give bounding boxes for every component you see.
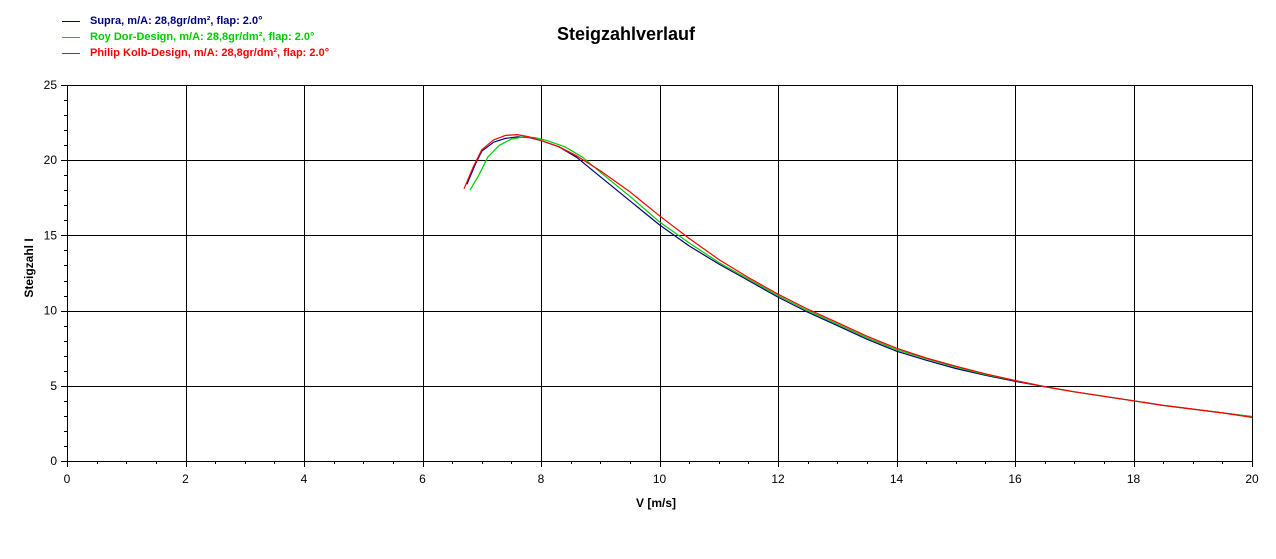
x-tick-label: 6 <box>419 472 426 486</box>
x-tick-label: 20 <box>1245 472 1259 486</box>
y-tick-label: 10 <box>44 304 58 318</box>
legend-label: Supra, m/A: 28,8gr/dm², flap: 2.0° <box>90 15 263 27</box>
y-axis-label: Steigzahl I <box>22 238 36 298</box>
x-tick-label: 12 <box>771 472 785 486</box>
y-tick-label: 0 <box>50 454 57 468</box>
x-tick-label: 8 <box>538 472 545 486</box>
y-tick-label: 25 <box>44 78 58 92</box>
y-tick-label: 15 <box>44 228 58 242</box>
y-tick-label: 20 <box>44 153 58 167</box>
legend-label: Philip Kolb-Design, m/A: 28,8gr/dm², fla… <box>90 47 330 59</box>
x-tick-label: 18 <box>1127 472 1141 486</box>
x-axis-label: V [m/s] <box>636 496 677 510</box>
legend-swatch <box>62 36 80 38</box>
chart-title: Steigzahlverlauf <box>557 24 696 44</box>
legend-swatch <box>62 20 80 22</box>
legend-item: Roy Dor-Design, m/A: 28,8gr/dm², flap: 2… <box>62 29 329 45</box>
legend-swatch <box>62 52 80 54</box>
x-tick-label: 10 <box>653 472 667 486</box>
series-line-2 <box>463 134 1253 418</box>
x-tick-label: 0 <box>64 472 71 486</box>
x-tick-label: 4 <box>301 472 308 486</box>
x-tick-label: 14 <box>890 472 904 486</box>
legend-label: Roy Dor-Design, m/A: 28,8gr/dm², flap: 2… <box>90 31 315 43</box>
x-tick-label: 16 <box>1008 472 1022 486</box>
legend-item: Supra, m/A: 28,8gr/dm², flap: 2.0° <box>62 13 329 29</box>
y-tick-label: 5 <box>50 379 57 393</box>
legend-item: Philip Kolb-Design, m/A: 28,8gr/dm², fla… <box>62 45 329 61</box>
x-tick-label: 2 <box>182 472 189 486</box>
legend: Supra, m/A: 28,8gr/dm², flap: 2.0° Roy D… <box>62 13 329 61</box>
